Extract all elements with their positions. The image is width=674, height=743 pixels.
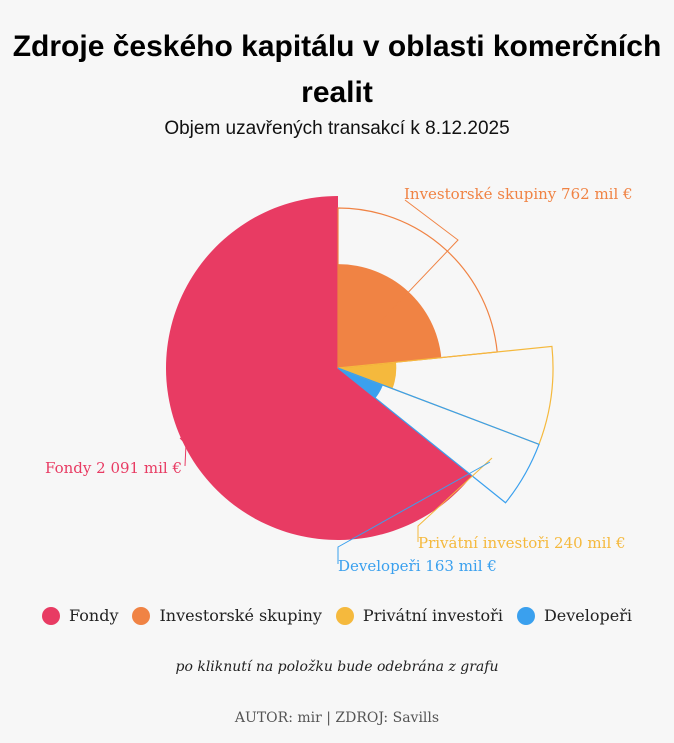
legend-dot-privatni-investori [335, 606, 354, 625]
legend-dot-investorske-skupiny [132, 606, 151, 625]
interaction-note: po kliknutí na položku bude odebrána z g… [175, 659, 499, 675]
leader-line-fondy [179, 437, 187, 467]
leader-line-investorske-skupiny [379, 199, 459, 323]
legend-label-developeri: Developeři [543, 606, 632, 625]
slice-privatni-investori[interactable] [338, 362, 397, 389]
leader-line-developeri [337, 461, 491, 564]
legend-item-fondy[interactable]: Fondy [42, 606, 118, 625]
chart-title-text: Zdroje českého kapitálu v oblasti komerč… [12, 30, 662, 109]
legend-dot-developeri [516, 606, 535, 625]
data-label-investorske-skupiny: Investorské skupiny 762 mil € [404, 185, 633, 203]
slice-developeri[interactable] [338, 368, 383, 399]
legend-dot-fondy [42, 606, 61, 625]
legend-item-investorske-skupiny[interactable]: Investorské skupiny [132, 606, 322, 625]
slice-investorske-skupiny[interactable] [338, 264, 442, 368]
credits: AUTOR: mir | ZDROJ: Savills [234, 710, 440, 726]
legend-label-investorske-skupiny: Investorské skupiny [159, 606, 322, 625]
legend-label-fondy: Fondy [69, 606, 119, 625]
pie-chart: Fondy 2 091 mil € Investorské skupiny 762… [45, 185, 633, 575]
legend-item-developeri[interactable]: Developeři [516, 606, 632, 625]
legend: Fondy Investorské skupiny Privátní inves… [0, 606, 674, 625]
data-label-privatni-investori: Privátní investoři 240 mil € [418, 534, 626, 552]
slice-fondy[interactable] [166, 196, 473, 540]
chart-title: Zdroje českého kapitálu v oblasti komerč… [0, 24, 674, 116]
slice-outline-privatni-investori [337, 345, 554, 446]
chart-subtitle: Objem uzavřených transakcí k 8.12.2025 [164, 118, 510, 139]
slice-outline-investorske-skupiny [337, 207, 498, 369]
data-label-fondy: Fondy 2 091 mil € [45, 459, 182, 477]
slice-outline-developeri [337, 367, 540, 504]
leader-line-privatni-investori [417, 457, 493, 542]
legend-label-privatni-investori: Privátní investoři [362, 606, 503, 625]
legend-item-privatni-investori[interactable]: Privátní investoři [335, 606, 503, 625]
data-label-developeri: Developeři 163 mil € [338, 557, 497, 575]
